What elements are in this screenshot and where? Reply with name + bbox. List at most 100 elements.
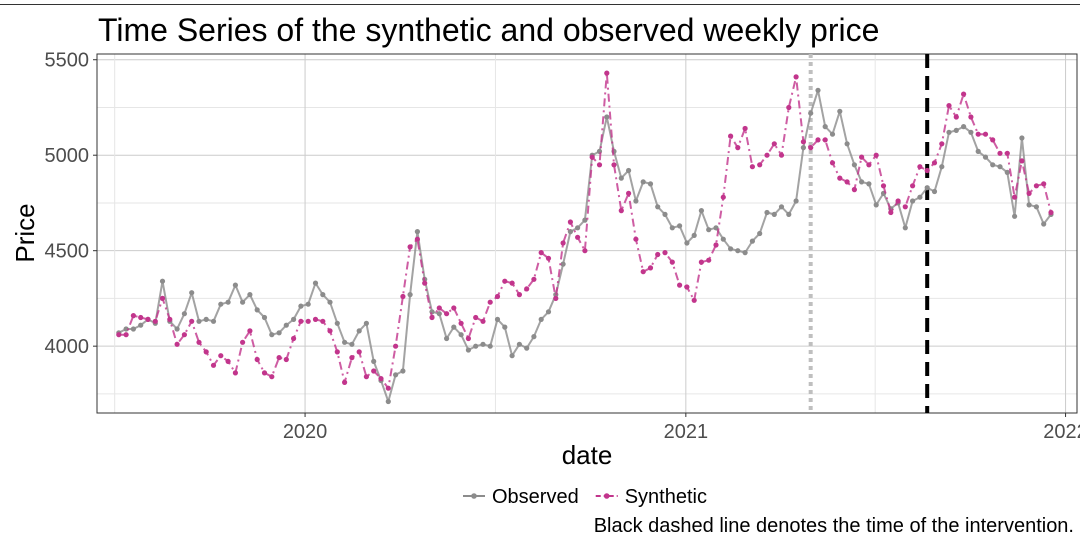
data-point-synthetic [997, 150, 1003, 156]
data-point-synthetic [240, 339, 246, 345]
data-point-synthetic [975, 131, 981, 137]
data-point-observed [130, 326, 136, 332]
data-point-synthetic [837, 175, 843, 181]
data-point-synthetic [1004, 150, 1010, 156]
data-point-synthetic [1026, 190, 1032, 196]
data-point-synthetic [575, 234, 581, 240]
data-point-observed [662, 211, 668, 217]
data-point-synthetic [757, 162, 763, 168]
data-point-synthetic [851, 187, 858, 193]
data-point-observed [997, 164, 1003, 170]
data-point-observed [917, 194, 923, 200]
data-point-synthetic [327, 328, 333, 334]
data-point-observed [902, 225, 908, 231]
data-point-synthetic [247, 328, 253, 334]
data-point-synthetic [713, 242, 719, 248]
data-point-observed [968, 129, 974, 135]
data-point-synthetic [444, 311, 450, 317]
data-point-synthetic [531, 276, 537, 282]
data-point-synthetic [553, 295, 559, 301]
data-point-synthetic [822, 137, 828, 143]
x-tick-label: 2020 [283, 421, 328, 443]
data-point-synthetic [487, 299, 493, 305]
data-point-synthetic [946, 103, 952, 109]
data-point-observed [1041, 221, 1047, 227]
data-point-observed [298, 303, 304, 309]
data-point-observed [640, 179, 646, 185]
data-point-observed [458, 332, 464, 338]
data-point-synthetic [203, 349, 209, 355]
data-point-observed [312, 280, 319, 286]
data-point-synthetic [385, 385, 391, 391]
data-point-observed [138, 322, 144, 328]
y-tick-label: 5500 [45, 50, 90, 72]
data-point-observed [1004, 169, 1010, 175]
data-point-synthetic [276, 355, 282, 361]
data-point-synthetic [451, 305, 457, 311]
data-point-synthetic [786, 104, 792, 111]
data-point-synthetic [640, 269, 646, 275]
data-point-synthetic [706, 257, 712, 263]
data-point-synthetic [210, 362, 217, 368]
data-point-observed [633, 198, 639, 204]
data-point-synthetic [283, 356, 289, 363]
data-point-observed [196, 318, 202, 324]
data-point-synthetic [910, 183, 916, 189]
data-point-observed [859, 179, 865, 185]
data-point-observed [866, 181, 872, 187]
data-point-observed [261, 314, 268, 321]
data-point-observed [363, 320, 369, 326]
data-point-synthetic [873, 152, 879, 158]
data-point-observed [225, 299, 231, 305]
data-point-observed [728, 246, 734, 252]
data-point-observed [1033, 204, 1039, 210]
data-point-observed [778, 204, 785, 210]
data-point-observed [305, 301, 311, 307]
data-point-synthetic [1012, 194, 1018, 200]
chart-title: Time Series of the synthetic and observe… [98, 12, 879, 48]
data-point-observed [851, 162, 858, 168]
data-point-synthetic [880, 183, 887, 189]
data-point-observed [735, 248, 741, 254]
data-point-observed [771, 211, 777, 217]
data-point-observed [567, 229, 574, 235]
data-point-observed [800, 145, 807, 151]
data-point-synthetic [859, 154, 865, 160]
data-point-synthetic [655, 251, 661, 258]
data-point-observed [829, 131, 836, 137]
data-point-observed [524, 345, 530, 351]
data-point-synthetic [647, 265, 654, 271]
data-point-synthetic [691, 297, 697, 303]
data-point-observed [189, 290, 195, 296]
data-point-synthetic [764, 152, 770, 158]
data-point-observed [218, 301, 224, 307]
data-point-synthetic [815, 137, 821, 143]
data-point-synthetic [407, 244, 413, 250]
data-point-synthetic [152, 318, 158, 324]
data-point-synthetic [917, 164, 923, 170]
data-point-observed [946, 129, 952, 135]
data-point-synthetic [393, 343, 399, 349]
data-point-synthetic [808, 145, 814, 151]
data-point-synthetic [866, 162, 872, 168]
data-point-observed [254, 307, 260, 313]
data-point-observed [502, 324, 508, 330]
data-point-synthetic [509, 280, 515, 286]
data-point-observed [291, 316, 297, 322]
data-point-synthetic [626, 190, 632, 196]
data-point-observed [560, 261, 566, 267]
data-point-observed [327, 299, 333, 305]
data-point-synthetic [844, 179, 850, 185]
data-point-synthetic [116, 332, 122, 338]
data-point-synthetic [378, 376, 384, 382]
data-point-observed [516, 341, 523, 347]
data-point-synthetic [123, 332, 129, 338]
data-point-synthetic [698, 259, 705, 265]
data-point-observed [837, 108, 843, 114]
x-axis-title: date [562, 440, 613, 470]
data-point-synthetic [982, 131, 989, 137]
data-point-synthetic [356, 349, 362, 355]
data-point-observed [334, 320, 340, 326]
data-point-synthetic [800, 139, 807, 145]
data-point-observed [538, 316, 544, 322]
